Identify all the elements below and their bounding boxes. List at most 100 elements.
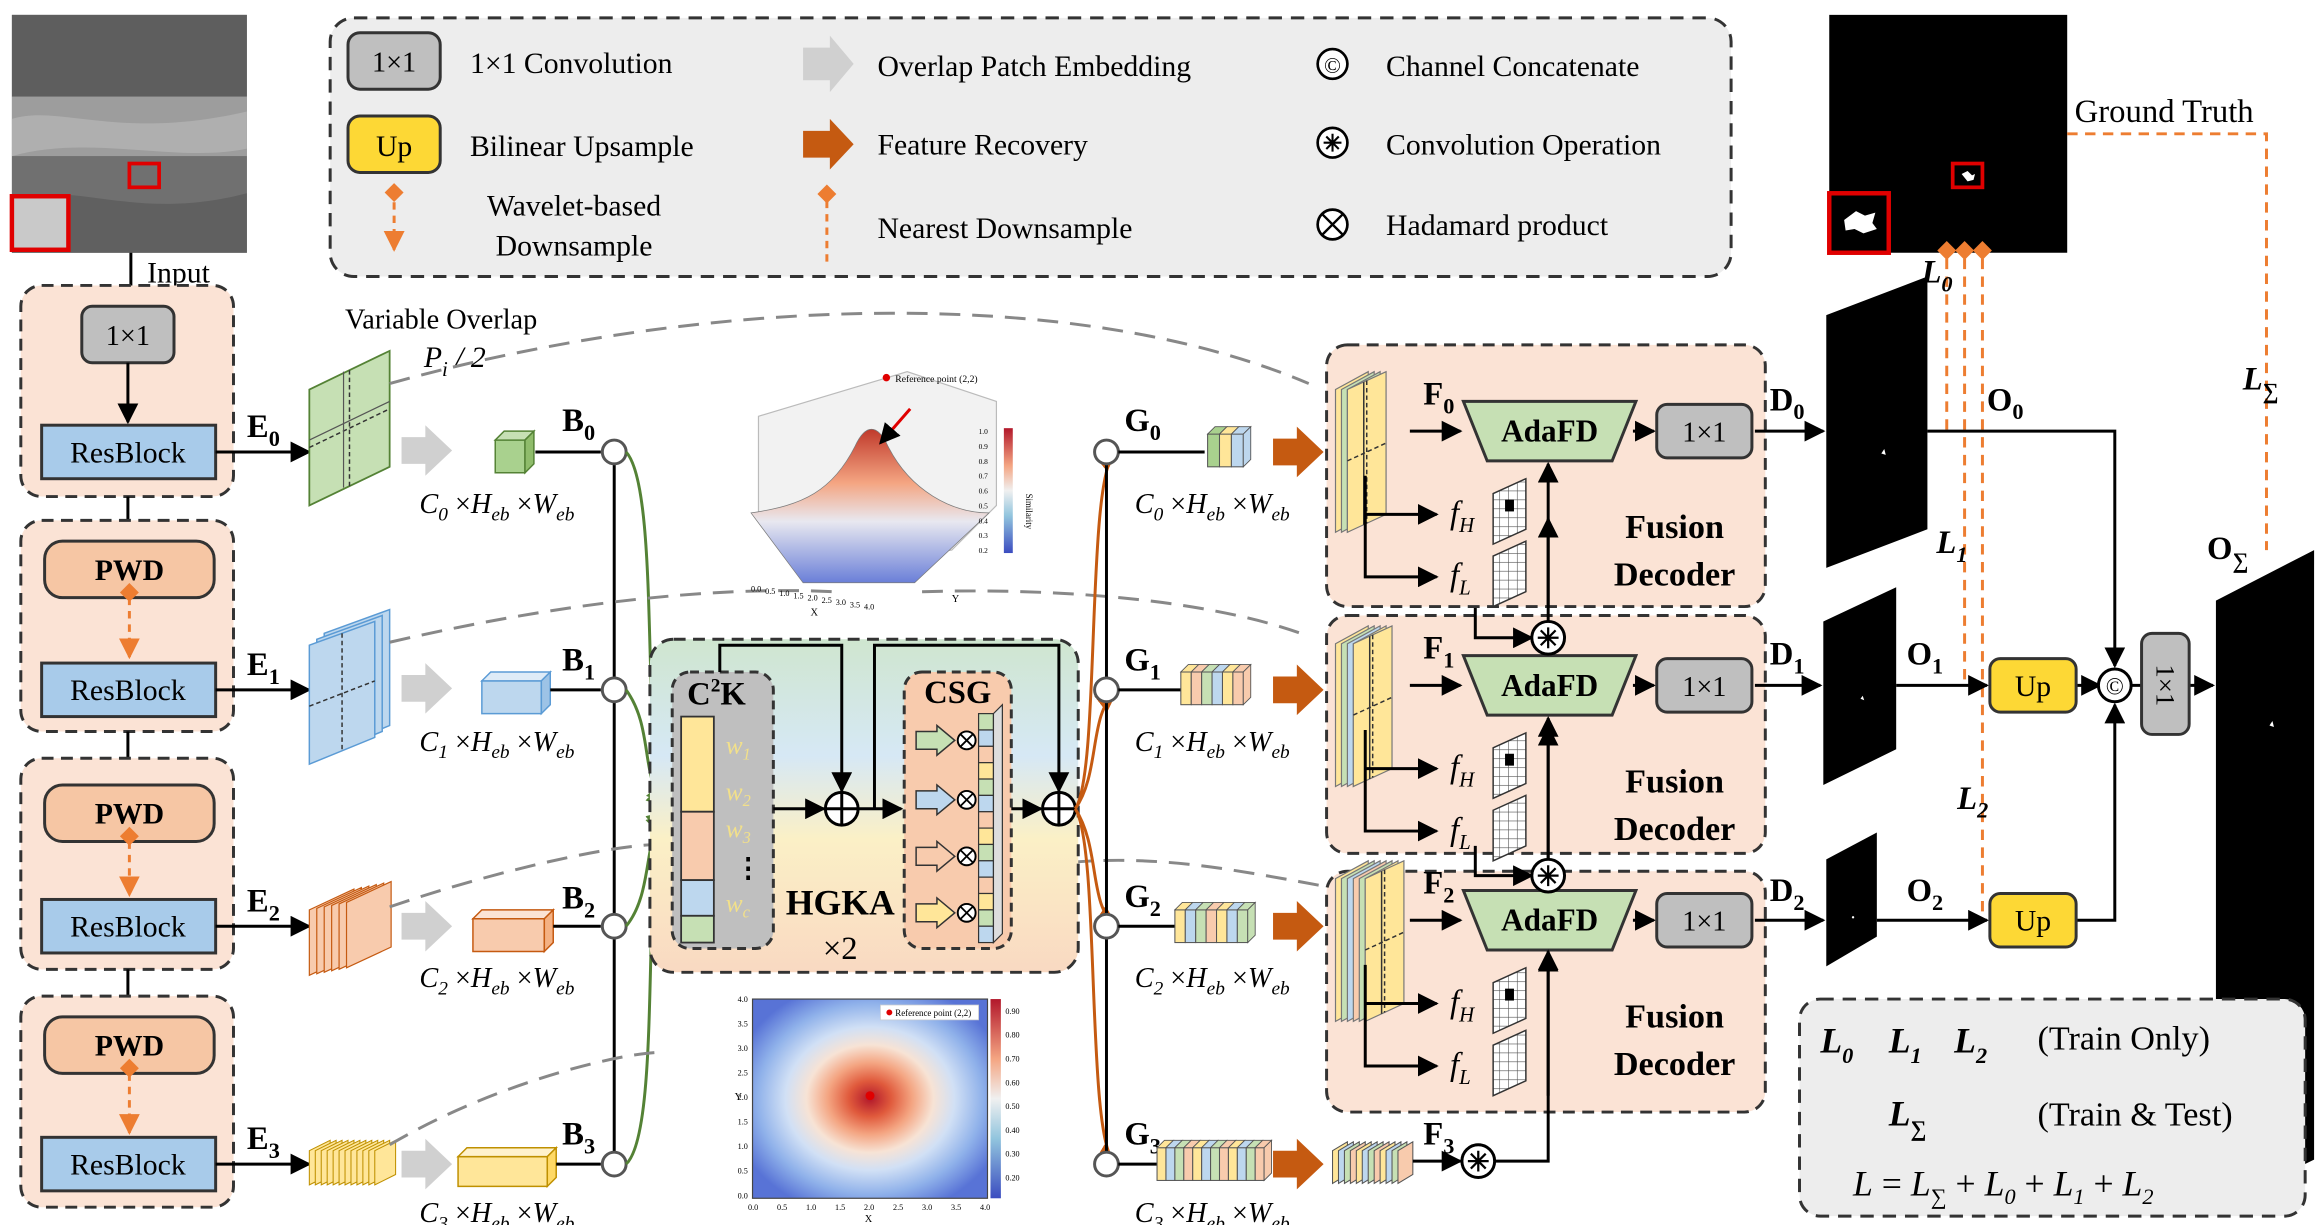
decoder-label-1: Decoder — [1614, 811, 1736, 848]
adafd-0 — [1461, 399, 1639, 463]
encoder-conv-label: 1×1 — [106, 321, 150, 352]
bottom-cbar-tick-7: 0.20 — [1005, 1173, 1019, 1182]
top-cbar-tick-4: 0.6 — [979, 487, 989, 496]
upsample-1-label: Up — [2015, 671, 2051, 703]
dec-dim-label-2: C2 ×Heb ×Web — [1135, 963, 1290, 999]
bottom-y-tick-6: 3.0 — [738, 1044, 748, 1053]
top-cbar-tick-1: 0.9 — [979, 442, 989, 451]
fl-grid-icon — [1492, 540, 1527, 608]
legend-wavelet-diamond — [384, 183, 404, 202]
f1-label: F1 — [1423, 631, 1454, 673]
legend-up-swatch — [346, 114, 442, 174]
similarity-surface-plot: Reference point (2,2) Similarity 1.0 0.9 0… — [750, 371, 1034, 618]
embed-cube-1 — [480, 670, 553, 716]
hgka-title: HGKA — [786, 882, 895, 922]
legend-hadamard-x — [1321, 213, 1344, 236]
bottom-cbar-tick-0: 0.90 — [1005, 1007, 1019, 1016]
legend-up-box: Up — [376, 131, 412, 163]
top-cbar-tick-7: 0.3 — [979, 531, 989, 540]
w3-label: w3 — [726, 815, 751, 847]
bottom-plot-colorbar-ticks: 0.90 0.80 0.70 0.60 0.50 0.40 0.30 0.20 — [1005, 1007, 1019, 1183]
f3-label: F3 — [1423, 1117, 1454, 1159]
d-outputs: D0 D1 D2 — [1754, 382, 1826, 931]
l2-label: L2 — [1956, 781, 1988, 823]
ground-truth: Ground Truth — [1827, 14, 2254, 260]
top-cbar-tick-0: 1.0 — [979, 427, 989, 436]
lsigma-label: L∑ — [2242, 362, 2279, 404]
legend-concat-label: Channel Concatenate — [1386, 51, 1639, 83]
legend-wavelet-label-2: Downsample — [496, 231, 653, 263]
bottom-plot-legend: Reference point (2,2) — [895, 1008, 971, 1018]
patch-stack-3 — [308, 1139, 397, 1186]
legend-overlap-arrow — [803, 35, 854, 93]
l1-label: L1 — [1935, 525, 1967, 567]
bottom-x-tick-7: 3.5 — [951, 1203, 961, 1212]
pwd-2-label: PWD — [95, 799, 164, 831]
bottom-cbar-tick-6: 0.30 — [1005, 1150, 1019, 1159]
dec-dim-label-3: C3 ×Heb ×Web — [1135, 1198, 1290, 1225]
patch-stack-1 — [308, 608, 391, 766]
fusion-label-0: Fusion — [1625, 509, 1724, 546]
enc-dim-label-0: C0 ×Heb ×Web — [419, 489, 574, 525]
top-x-tick-7: 3.5 — [850, 600, 860, 609]
resblock-1 — [40, 661, 218, 719]
bottom-plot-y-ticks: 0.0 0.5 1.0 1.5 2.0 2.5 3.0 3.5 4.0 — [738, 995, 748, 1200]
adafd-2-label: AdaFD — [1501, 903, 1598, 938]
concat-symbol: © — [2106, 674, 2124, 700]
top-plot-colorbar-label: Similarity — [1024, 494, 1034, 530]
supervision-lines — [1945, 132, 2268, 922]
o-paths — [1876, 429, 2216, 931]
top-x-tick-5: 2.5 — [822, 596, 832, 605]
top-plot-colorbar-ticks: 1.0 0.9 0.8 0.7 0.6 0.5 0.4 0.3 0.2 — [979, 427, 989, 555]
top-plot-xlabel: X — [811, 607, 819, 618]
legend-hadamard-label: Hadamard product — [1386, 210, 1609, 242]
encoder-stage-1: PWD ResBlock — [19, 518, 235, 733]
g0-label: G0 — [1124, 403, 1161, 445]
d1-label: D1 — [1770, 637, 1805, 679]
orange-outputs — [1073, 450, 1118, 1164]
dec-dim-label-0: C0 ×Heb ×Web — [1135, 489, 1290, 525]
upsample-2-label: Up — [2015, 906, 2051, 938]
loss-l1: L1 — [1888, 1021, 1922, 1068]
legend-conv-swatch — [346, 31, 442, 91]
enc-dim-label-1: C1 ×Heb ×Web — [419, 727, 574, 763]
bottom-cbar-tick-4: 0.50 — [1005, 1102, 1019, 1111]
bottom-y-tick-8: 4.0 — [738, 995, 748, 1004]
input-target-box-small — [127, 161, 161, 190]
csg-rows — [915, 703, 1003, 945]
osigma-label: O∑ — [2207, 531, 2248, 573]
w1-label: w1 — [726, 732, 751, 764]
bottom-x-tick-4: 2.0 — [864, 1203, 874, 1212]
legend-convop-star — [1323, 133, 1342, 152]
loss-lsigma: L∑ — [1888, 1093, 1927, 1140]
b0-label: B0 — [562, 403, 595, 445]
loss-equation: L = L∑ + L0 + L1 + L2 — [1852, 1163, 2154, 1209]
top-x-tick-6: 3.0 — [836, 598, 846, 607]
legend-conv-label: 1×1 Convolution — [470, 48, 673, 80]
overlap-arrows — [401, 425, 453, 1190]
legend-convop-label: Convolution Operation — [1386, 130, 1661, 162]
encoder-stage-0: 1×1 ResBlock — [19, 283, 235, 499]
bottom-x-tick-6: 3.0 — [922, 1203, 932, 1212]
bottom-cbar-tick-2: 0.70 — [1005, 1055, 1019, 1064]
legend-feature-label: Feature Recovery — [877, 130, 1088, 162]
fl-grid-icon — [1492, 794, 1527, 862]
concat-node — [2096, 667, 2133, 704]
e3-label: E3 — [247, 1121, 280, 1163]
c2k-label: C2K — [687, 675, 746, 712]
g-feature-blocks — [1155, 425, 1273, 1182]
similarity-heatmap-plot: Reference point (2,2) 0.900.800.700.600.… — [735, 995, 1020, 1225]
loss-l0: L0 — [1819, 1021, 1853, 1068]
hgka-module: C2K w1 w2 w3 ⋮ wc CSG HGKA ×2 — [648, 637, 1080, 974]
loss-box: L0 L1 L2 (Train Only) L∑ (Train & Test) … — [1798, 997, 2307, 1218]
enc-dim-label-3: C3 ×Heb ×Web — [419, 1198, 574, 1225]
g2-label: G2 — [1124, 879, 1161, 921]
legend-up-label: Bilinear Upsample — [470, 131, 694, 163]
hgka-repeat: ×2 — [823, 931, 858, 967]
enc-dim-label-2: C2 ×Heb ×Web — [419, 963, 574, 999]
legend-conv-box: 1×1 — [372, 47, 416, 78]
legend-feature-arrow — [803, 118, 854, 170]
bottom-y-tick-3: 1.5 — [738, 1118, 748, 1127]
